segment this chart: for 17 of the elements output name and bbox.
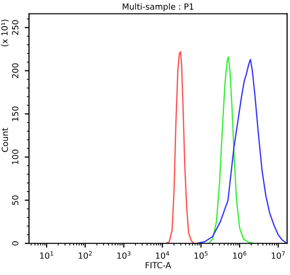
y-tick-label: 200	[12, 63, 18, 78]
x-tick-label: 10$^{5}$	[194, 251, 208, 259]
x-tick-label: 10$^{4}$	[156, 251, 170, 259]
x-tick-label: 10$^{2}$	[78, 251, 92, 259]
chart-title: Multi-sample : P1	[122, 3, 194, 12]
text: (x 10¹)	[1, 20, 9, 46]
y-tick-label: 0	[12, 241, 18, 246]
x-axis-title: FITC-A	[146, 262, 172, 268]
x-tick-label: 10$^{7}$	[272, 251, 285, 259]
x-tick-label: 10$^{1}$	[40, 251, 54, 259]
y-tick-label: 50	[12, 195, 18, 205]
x-tick-label: 10$^{6}$	[233, 251, 246, 259]
y-tick-label: 100	[12, 150, 18, 164]
x-tick-label: 10$^{3}$	[117, 251, 130, 259]
y-axis-title: Count	[2, 128, 8, 152]
y-tick-label: 150	[12, 106, 18, 121]
y-tick-label: 250	[12, 20, 18, 35]
